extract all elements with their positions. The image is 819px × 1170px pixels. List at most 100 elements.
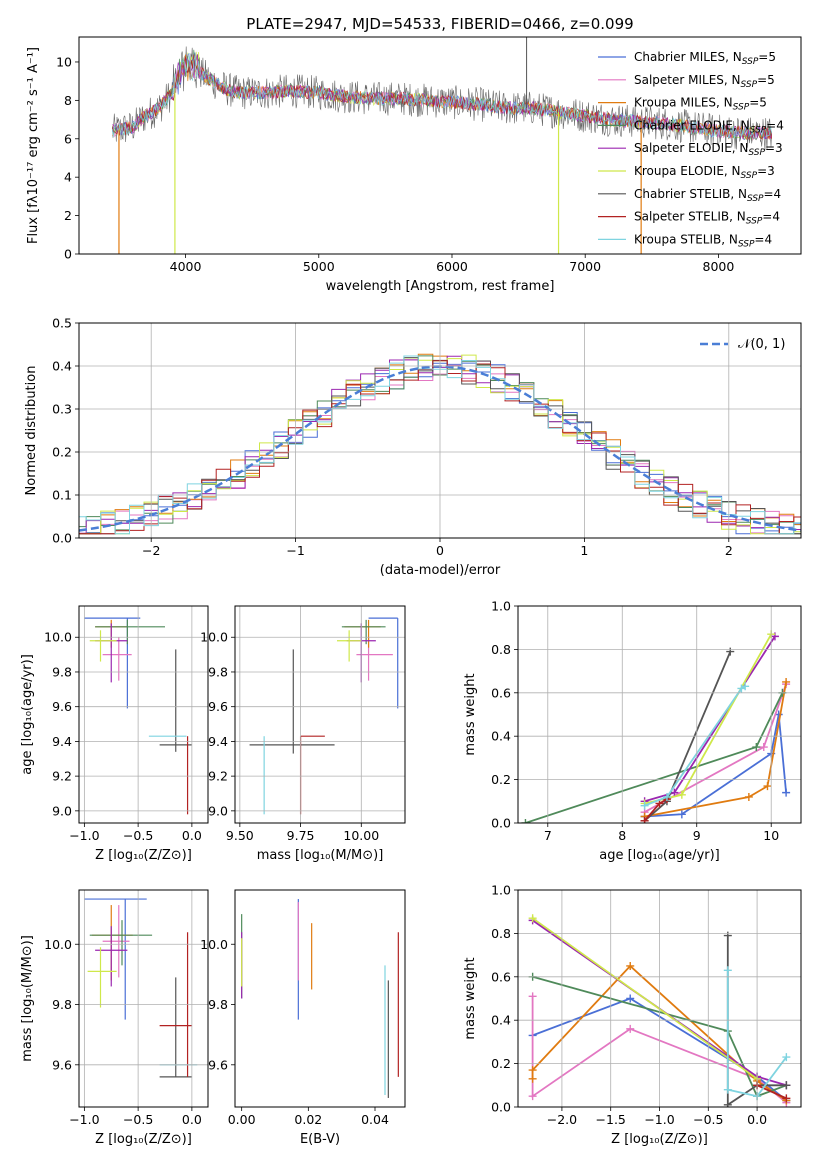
y-tick-label: 9.6 bbox=[208, 1057, 228, 1072]
legend-eq: =5 bbox=[757, 73, 775, 87]
x-tick-label: −1.5 bbox=[596, 1112, 626, 1127]
legend-label: Chabrier STELIB, NSSP=4 bbox=[634, 187, 781, 204]
legend-sub: SSP bbox=[746, 217, 763, 227]
y-tick-label: 0.4 bbox=[491, 1013, 511, 1028]
y-tick-label: 9.0 bbox=[52, 803, 72, 818]
x-tick-label: 9.75 bbox=[287, 828, 315, 843]
x-tick-label: −1.0 bbox=[69, 828, 99, 843]
y-tick-label: 0.0 bbox=[52, 531, 72, 546]
plot-area bbox=[521, 630, 791, 823]
panel-mass_vs_Z: −1.0 −0.5 0.0 9.6 9.8 10.0 Z [log₁₀(Z/Z⊙)] mass… bbox=[20, 889, 209, 1147]
plot-area bbox=[241, 899, 399, 1098]
legend-text: Kroupa STELIB, N bbox=[634, 232, 738, 246]
x-tick-label: 7 bbox=[544, 828, 552, 843]
y-axis-label: mass weight bbox=[463, 673, 478, 755]
series-point bbox=[670, 788, 679, 797]
x-tick-label: 6000 bbox=[436, 259, 468, 274]
legend-text: Salpeter STELIB, N bbox=[634, 210, 746, 224]
x-tick-label: 0 bbox=[436, 543, 444, 558]
legend-label: Salpeter ELODIE, NSSP=3 bbox=[634, 141, 783, 158]
x-tick-label: 0.0 bbox=[747, 1112, 767, 1127]
x-tick-label: −0.5 bbox=[693, 1112, 723, 1127]
x-tick-label: 5000 bbox=[303, 259, 335, 274]
y-tick-label: 9.8 bbox=[52, 997, 72, 1012]
y-tick-label: 10 bbox=[56, 54, 72, 69]
y-tick-label: 10.0 bbox=[44, 630, 72, 645]
x-tick-label: 9 bbox=[693, 828, 701, 843]
legend-label: 𝒩(0, 1) bbox=[738, 337, 785, 352]
series-point bbox=[528, 1066, 537, 1075]
y-tick-label: 9.2 bbox=[52, 769, 72, 784]
y-axis-label: Normed distribution bbox=[24, 366, 39, 496]
x-tick-label: −1.0 bbox=[69, 1112, 99, 1127]
x-axis-label: mass [log₁₀(M/M⊙)] bbox=[257, 848, 384, 863]
y-tick-label: 0.0 bbox=[491, 1100, 511, 1115]
y-tick-label: 9.6 bbox=[52, 1057, 72, 1072]
plot-area bbox=[111, 37, 773, 254]
legend-text: Salpeter MILES, N bbox=[634, 73, 741, 87]
y-tick-label: 0.5 bbox=[52, 316, 72, 331]
panel-spectrum: 4000 5000 6000 7000 8000 0 2 4 6 8 10 wavelength [A… bbox=[26, 15, 802, 294]
series-line bbox=[726, 970, 788, 1098]
y-tick-label: 0.0 bbox=[491, 816, 511, 831]
x-tick-label: 0.0 bbox=[182, 1112, 202, 1127]
legend-label: Kroupa STELIB, NSSP=4 bbox=[634, 232, 772, 249]
y-tick-label: 0.3 bbox=[52, 402, 72, 417]
y-tick-label: 9.2 bbox=[208, 769, 228, 784]
y-tick-label: 9.8 bbox=[208, 664, 228, 679]
x-tick-label: −1.0 bbox=[644, 1112, 674, 1127]
axes-frame bbox=[234, 889, 406, 1108]
series-point bbox=[752, 743, 761, 752]
x-axis-label: wavelength [Angstrom, rest frame] bbox=[326, 279, 555, 294]
y-tick-label: 2 bbox=[64, 208, 72, 223]
x-tick-label: 0.04 bbox=[361, 1112, 389, 1127]
y-axis-label: mass [log₁₀(M/M⊙)] bbox=[20, 935, 35, 1062]
series-point bbox=[763, 782, 772, 791]
series-line bbox=[532, 917, 758, 1080]
x-tick-label: 7000 bbox=[569, 259, 601, 274]
x-axis-label: E(B-V) bbox=[300, 1132, 340, 1147]
series-point bbox=[723, 931, 732, 940]
x-tick-label: 9.50 bbox=[226, 828, 254, 843]
series-point bbox=[782, 1094, 791, 1103]
plot-area bbox=[84, 617, 192, 815]
panel-residuals: −2 −1 0 1 2 0.0 0.1 0.2 0.3 0.4 0.5 (data-model)/er… bbox=[24, 316, 802, 578]
legend-sub: SSP bbox=[733, 103, 750, 113]
histogram-step bbox=[79, 355, 801, 535]
x-axis-label: Z [log₁₀(Z/Z⊙)] bbox=[95, 848, 192, 863]
series-point bbox=[640, 816, 649, 823]
series-point bbox=[759, 743, 768, 752]
legend-eq: =4 bbox=[764, 187, 782, 201]
legend-text: Kroupa MILES, N bbox=[634, 96, 733, 110]
spectrum-line bbox=[111, 53, 773, 140]
panel-mass_vs_ebv: 0.00 0.02 0.04 9.6 9.8 10.0 E(B-V) bbox=[200, 889, 406, 1147]
y-tick-label: 0.4 bbox=[52, 359, 72, 374]
y-tick-label: 9.8 bbox=[52, 664, 72, 679]
x-tick-label: 10 bbox=[763, 828, 779, 843]
y-tick-label: 0.6 bbox=[491, 969, 511, 984]
y-tick-label: 10.0 bbox=[44, 937, 72, 952]
y-tick-label: 0.4 bbox=[491, 729, 511, 744]
series-point bbox=[626, 994, 635, 1003]
legend-sub: SSP bbox=[741, 80, 758, 90]
legend-sub: SSP bbox=[742, 57, 759, 67]
y-tick-label: 1.0 bbox=[491, 883, 511, 898]
series-point bbox=[741, 682, 750, 691]
x-tick-label: 1 bbox=[580, 543, 588, 558]
y-axis-label: Flux [fλ10⁻¹⁷ erg cm⁻² s⁻¹ A⁻¹] bbox=[26, 47, 41, 244]
series-point bbox=[723, 1085, 732, 1094]
y-tick-label: 9.0 bbox=[208, 803, 228, 818]
y-tick-label: 9.4 bbox=[52, 734, 72, 749]
y-tick-label: 10.0 bbox=[200, 937, 228, 952]
series-point bbox=[521, 819, 530, 823]
legend-text: Chabrier STELIB, N bbox=[634, 187, 747, 201]
y-tick-label: 0.8 bbox=[491, 926, 511, 941]
x-tick-label: 8000 bbox=[703, 259, 735, 274]
axes-frame bbox=[234, 605, 406, 824]
y-tick-label: 0.2 bbox=[491, 772, 511, 787]
legend-label: Kroupa ELODIE, NSSP=3 bbox=[634, 164, 775, 181]
series-point bbox=[782, 1053, 791, 1062]
y-tick-label: 9.6 bbox=[52, 699, 72, 714]
series-point bbox=[782, 788, 791, 797]
